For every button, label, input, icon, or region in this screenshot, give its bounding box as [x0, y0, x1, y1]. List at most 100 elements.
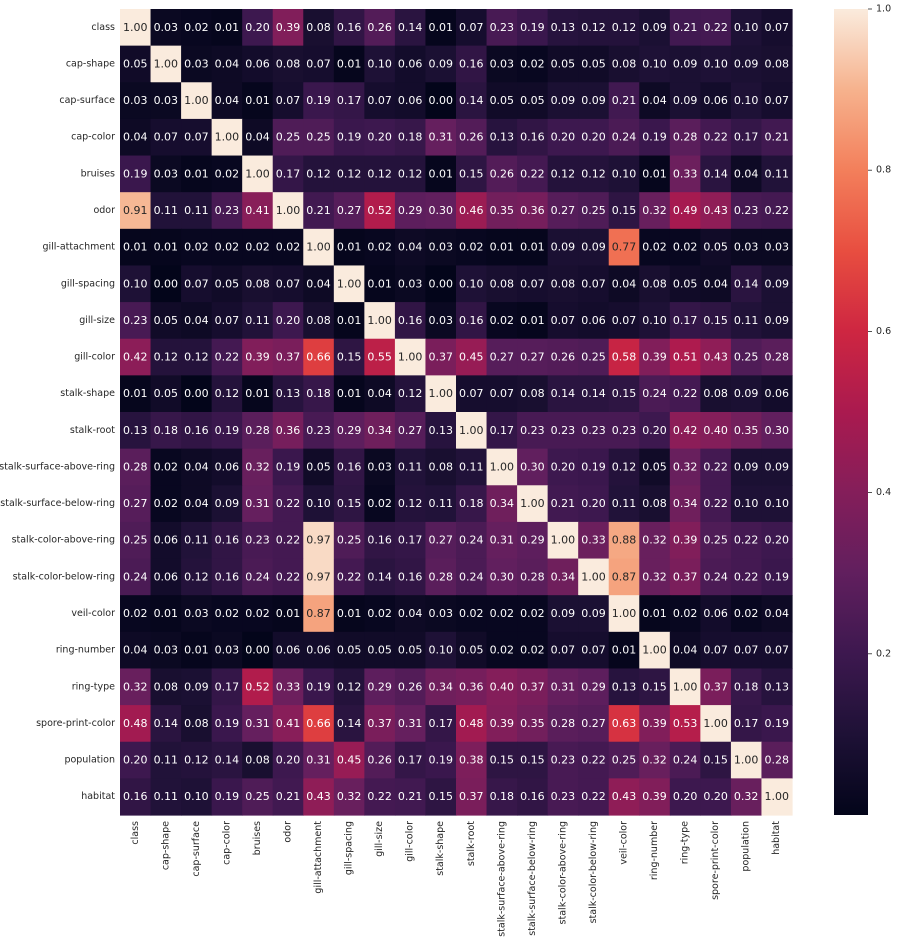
cell-value-label: 0.48 [123, 717, 148, 730]
cell-value-label: 0.46 [459, 204, 484, 217]
heatmap-cell [150, 375, 182, 413]
heatmap-cell [181, 631, 213, 670]
cell-value-label: 0.11 [398, 460, 423, 473]
cell-value-label: 0.33 [673, 167, 698, 180]
cell-value-label: 0.48 [459, 717, 484, 730]
cell-value-label: 0.04 [184, 314, 209, 327]
heatmap-cell [150, 778, 182, 816]
cell-value-label: 0.10 [734, 21, 759, 34]
cell-value-label: 0.07 [551, 644, 576, 657]
cell-value-label: 0.04 [642, 94, 667, 107]
cell-value-label: 0.16 [398, 570, 423, 583]
heatmap-cell [303, 741, 335, 779]
cell-value-label: 0.02 [184, 241, 209, 254]
cell-value-label: 0.27 [123, 497, 148, 510]
cell-value-label: 0.05 [367, 644, 392, 657]
heatmap-cell [730, 521, 763, 560]
heatmap-cell [211, 485, 243, 523]
heatmap-cell [150, 595, 182, 633]
cell-value-label: 0.25 [734, 351, 759, 364]
heatmap-cell [211, 9, 243, 47]
cell-value-label: 0.15 [642, 680, 667, 693]
cell-value-label: 0.27 [551, 204, 576, 217]
cell-value-label: 0.20 [581, 497, 606, 510]
cell-value-label: 0.21 [612, 94, 637, 107]
heatmap-cell [394, 118, 427, 157]
heatmap-cell [700, 668, 732, 706]
cell-value-label: 0.37 [367, 717, 392, 730]
cell-value-label: 0.39 [276, 21, 301, 34]
x-tick-label: ring-number [649, 821, 660, 880]
heatmap-cell [394, 228, 427, 267]
heatmap-cell [486, 778, 518, 816]
heatmap-cell [639, 82, 671, 120]
cell-value-label: 0.01 [215, 21, 240, 34]
cell-value-label: 0.39 [673, 534, 698, 547]
cell-value-label: 0.34 [367, 424, 392, 437]
cell-value-label: 0.08 [184, 717, 209, 730]
heatmap-cell [333, 118, 365, 157]
cell-value-label: 0.00 [245, 644, 270, 657]
heatmap-cell [669, 778, 701, 816]
heatmap-cell [150, 302, 182, 340]
cell-value-label: 0.16 [337, 460, 362, 473]
heatmap-cell [364, 412, 396, 450]
heatmap-cell [730, 741, 763, 779]
cell-value-label: 0.28 [520, 570, 545, 583]
cell-value-label: 0.37 [520, 680, 545, 693]
heatmap-cell [242, 521, 274, 560]
cell-value-label: 0.05 [642, 460, 667, 473]
cell-value-label: 0.16 [398, 314, 423, 327]
heatmap-cell [486, 338, 518, 376]
cell-value-label: 0.07 [551, 314, 576, 327]
cell-value-label: 0.14 [459, 94, 484, 107]
cell-value-label: 0.38 [459, 754, 484, 767]
cell-value-label: 0.05 [337, 644, 362, 657]
cell-value-label: 0.00 [154, 277, 179, 290]
cell-value-label: 0.05 [551, 57, 576, 70]
cell-value-label: 0.03 [367, 460, 392, 473]
heatmap-cell [211, 595, 243, 633]
heatmap-cell [272, 412, 304, 450]
cell-value-label: 0.20 [123, 754, 148, 767]
cell-value-label: 0.01 [184, 167, 209, 180]
cell-value-label: 1.00 [337, 277, 362, 290]
heatmap-cell [578, 9, 610, 47]
heatmap-cell [486, 118, 518, 157]
cell-value-label: 0.07 [764, 94, 789, 107]
heatmap-cell [333, 9, 365, 47]
heatmap-cell [425, 705, 457, 743]
cell-value-label: 0.35 [734, 424, 759, 437]
heatmap-cell [181, 778, 213, 816]
cell-value-label: 0.36 [520, 204, 545, 217]
cell-value-label: 0.37 [673, 570, 698, 583]
cell-value-label: 0.19 [520, 21, 545, 34]
heatmap-cell [303, 668, 335, 706]
heatmap-cell [364, 118, 396, 157]
cell-value-label: 0.11 [612, 497, 637, 510]
cell-value-label: 0.10 [642, 314, 667, 327]
x-tick-label: stalk-surface-below-ring [527, 821, 538, 936]
heatmap-cell [730, 302, 763, 340]
cell-value-label: 0.10 [428, 644, 453, 657]
cell-value-label: 0.08 [764, 57, 789, 70]
heatmap-cell [730, 778, 763, 816]
cell-value-label: 0.05 [581, 57, 606, 70]
cell-value-label: 0.27 [520, 351, 545, 364]
cell-value-label: 0.23 [734, 204, 759, 217]
heatmap-cell [150, 118, 182, 157]
heatmap-cell [639, 595, 671, 633]
cell-value-label: 0.03 [734, 241, 759, 254]
cell-value-label: 0.13 [123, 424, 148, 437]
heatmap-cell [608, 778, 640, 816]
heatmap-cell [120, 375, 152, 413]
heatmap-cell [639, 668, 671, 706]
heatmap-cell [211, 412, 243, 450]
cell-value-label: 0.34 [673, 497, 698, 510]
heatmap-cell [639, 558, 671, 596]
heatmap-cell [150, 705, 182, 743]
cell-value-label: 0.01 [428, 167, 453, 180]
cell-value-label: 1.00 [703, 717, 728, 730]
heatmap-cell [394, 192, 427, 230]
cell-value-label: 0.13 [764, 680, 789, 693]
